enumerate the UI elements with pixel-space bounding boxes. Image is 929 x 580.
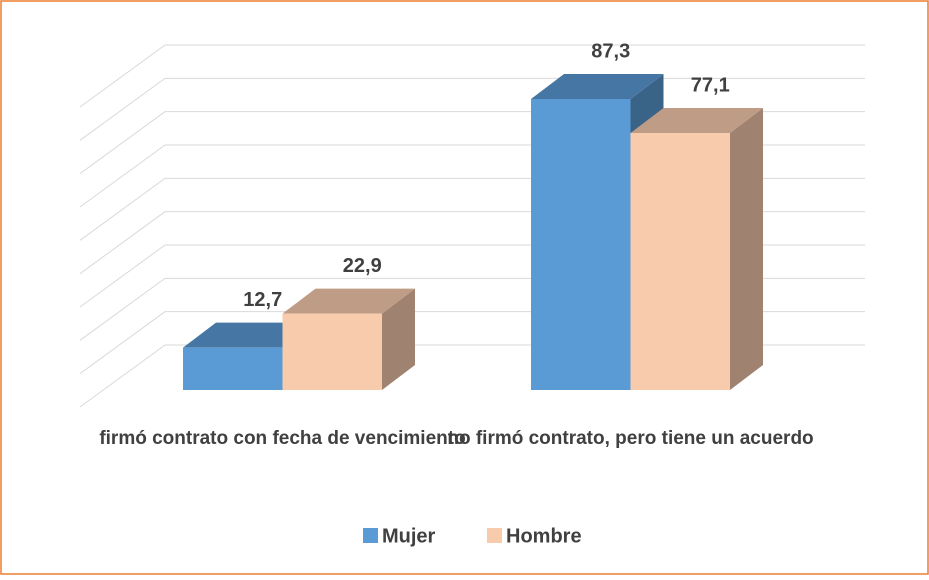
bar-side <box>730 108 763 390</box>
bar-top <box>531 74 664 99</box>
bar <box>630 108 763 390</box>
x-tick-label-box: firmó contrato con fecha de vencimiento <box>99 428 466 449</box>
bar-front <box>282 313 382 390</box>
bar-side <box>382 288 415 390</box>
data-label: 77,1 <box>691 74 730 96</box>
legend-label: Mujer <box>382 525 436 547</box>
bar-top <box>282 288 415 314</box>
legend-label: Hombre <box>506 525 582 547</box>
bar-top <box>183 322 316 348</box>
bar-front <box>183 347 283 390</box>
legend-swatch <box>363 528 378 543</box>
legend-swatch <box>487 528 502 543</box>
x-tick-label: firmó contrato con fecha de vencimiento <box>99 428 466 449</box>
grid-line <box>79 44 865 108</box>
bar-front <box>531 99 631 390</box>
data-label: 12,7 <box>243 289 282 311</box>
data-label: 22,9 <box>343 255 382 277</box>
bar-front <box>630 133 730 390</box>
x-tick-label: no firmó contrato, pero tiene un acuerdo <box>447 428 814 449</box>
data-label: 87,3 <box>591 40 630 62</box>
x-tick-label-box: no firmó contrato, pero tiene un acuerdo <box>447 428 814 449</box>
bar <box>282 288 415 390</box>
bar-top <box>630 108 763 133</box>
